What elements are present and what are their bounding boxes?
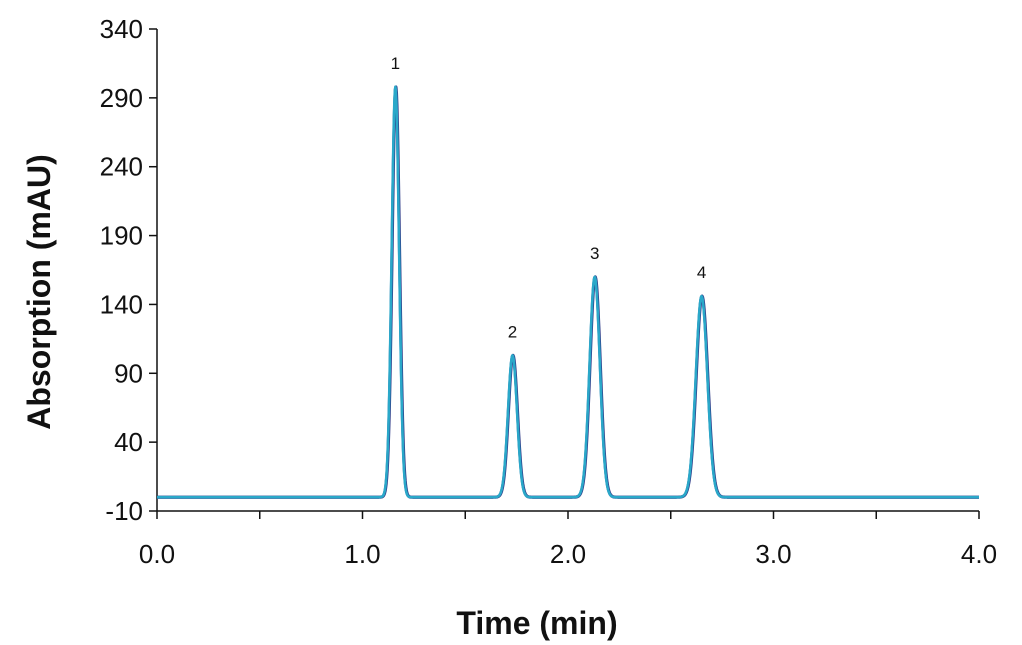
ticks: -10 40 90 140 190 240 290 340 0.0 1.0 2.0 3.0 4.0: [100, 14, 997, 569]
x-tick-label: 4.0: [961, 539, 997, 569]
x-tick-label: 0.0: [139, 539, 175, 569]
y-tick-label: 140: [100, 289, 143, 319]
y-tick-label: 340: [100, 14, 143, 44]
peak-label: 3: [590, 244, 599, 263]
y-tick-label: 190: [100, 221, 143, 251]
series-layer: [155, 85, 981, 499]
y-tick-label: 290: [100, 83, 143, 113]
peak-label: 1: [391, 54, 400, 73]
y-axis-title: Absorption (mAU): [21, 154, 57, 430]
y-tick-label: -10: [105, 496, 143, 526]
x-tick-label: 2.0: [550, 539, 586, 569]
y-tick-label: 90: [114, 358, 143, 388]
x-axis-title: Time (min): [456, 605, 617, 641]
series-line-1: [155, 85, 981, 499]
axes: [156, 29, 979, 512]
y-tick-label: 40: [114, 427, 143, 457]
peak-label: 2: [508, 322, 517, 341]
x-tick-label: 1.0: [344, 539, 380, 569]
peak-labels: 1 2 3 4: [391, 54, 707, 342]
peak-label: 4: [697, 263, 706, 282]
series-line-2: [156, 85, 980, 499]
y-tick-label: 240: [100, 152, 143, 182]
x-tick-label: 3.0: [755, 539, 791, 569]
